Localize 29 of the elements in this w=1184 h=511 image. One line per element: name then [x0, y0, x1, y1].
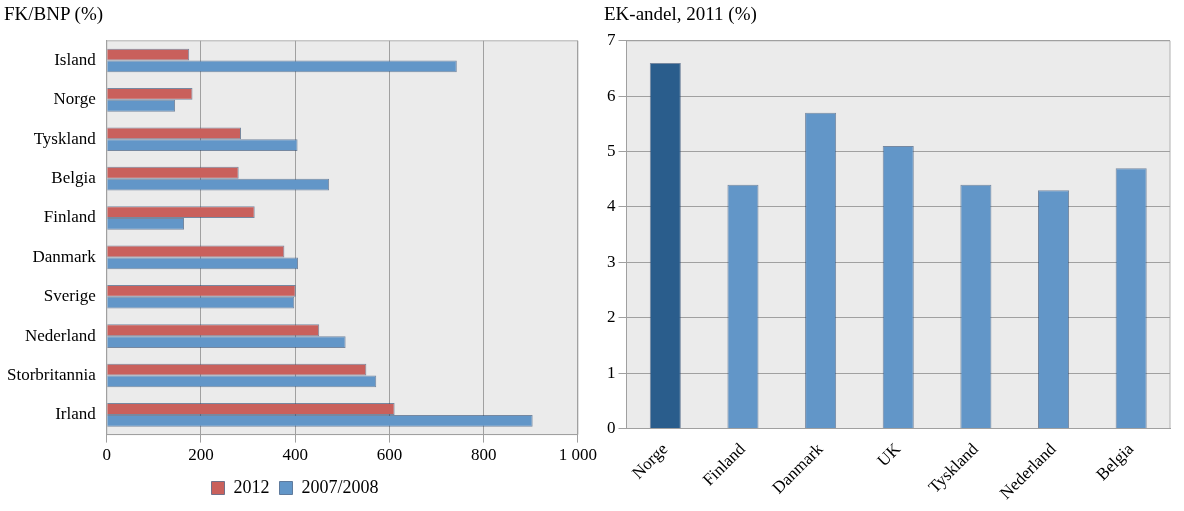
y-tick-label: Sverige	[43, 286, 96, 306]
y-tick-label: 2	[607, 307, 616, 327]
x-tick-label: 400	[282, 445, 308, 465]
y-tick-label: Irland	[55, 404, 97, 424]
y-tick-label: Storbritannia	[6, 365, 97, 384]
y-tick-label: Nederland	[24, 325, 97, 345]
y-tick-label: Island	[54, 49, 97, 69]
x-tick-label: 1 000	[558, 445, 597, 465]
x-tick-label: 800	[470, 445, 497, 465]
y-tick-label: Tyskland	[33, 128, 97, 148]
y-tick-label: 0	[607, 417, 616, 437]
x-tick-label: 200	[188, 445, 214, 465]
y-tick-label: Belgia	[51, 168, 97, 188]
y-tick-label: 4	[607, 196, 616, 216]
y-tick-label: 1	[607, 362, 616, 382]
y-tick-label: Finland	[43, 207, 97, 227]
x-tick-label: UK	[873, 438, 905, 471]
y-tick-label: Danmark	[32, 246, 97, 266]
y-tick-label: Norge	[53, 89, 96, 109]
x-tick-label: 600	[376, 445, 403, 465]
y-tick-label: 3	[607, 251, 616, 271]
chart-title: FK/BNP (%)	[4, 3, 104, 26]
y-tick-label: 7	[607, 30, 616, 50]
chart-title: EK-andel, 2011 (%)	[604, 3, 757, 26]
legend-label: 2007/2008	[301, 476, 379, 497]
y-tick-label: 5	[607, 141, 616, 161]
y-tick-label: 6	[607, 85, 616, 105]
x-tick-label: 0	[102, 445, 112, 465]
legend-label: 2012	[233, 476, 270, 497]
